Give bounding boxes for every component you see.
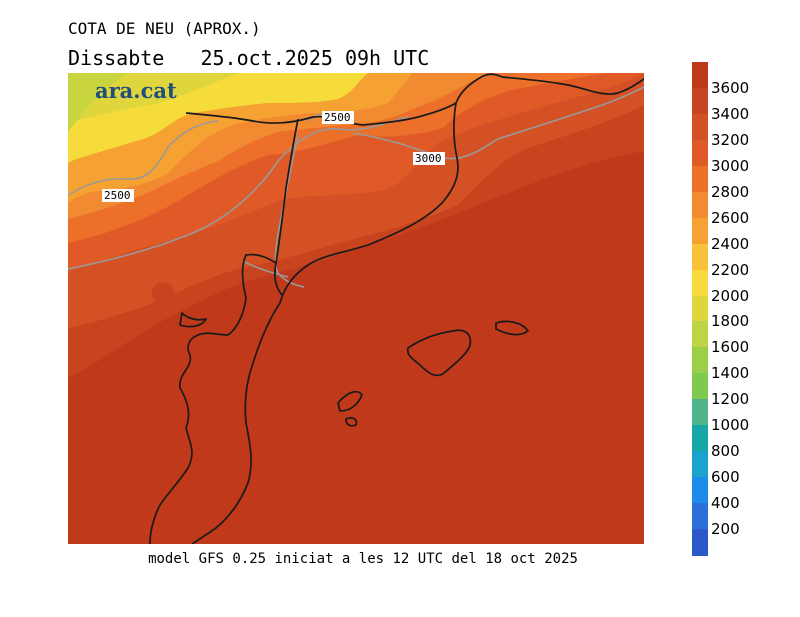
contour-labels: 2500 2500 3000 [102, 111, 445, 202]
legend-swatch [692, 243, 708, 271]
legend-tick-label: 400 [711, 494, 740, 513]
legend-tick-label: 2800 [711, 182, 750, 201]
contour-3000 [352, 86, 644, 160]
contour-label-box [102, 189, 134, 202]
contour-2500 [68, 116, 409, 270]
color-legend [692, 62, 708, 556]
legend-swatch [692, 113, 708, 141]
formentera [345, 416, 358, 427]
mallorca [406, 329, 472, 377]
menorca [495, 320, 530, 336]
band-1800 [68, 73, 128, 131]
legend-swatch [692, 191, 708, 219]
legend-swatch [692, 269, 708, 297]
contour-label-box [413, 152, 445, 165]
legend-tick-label: 1000 [711, 416, 750, 435]
legend-swatch [692, 87, 708, 115]
legend-tick-label: 3400 [711, 104, 750, 123]
pyrenees-border [185, 73, 503, 126]
legend-swatch [692, 139, 708, 167]
french-coast [501, 76, 644, 95]
map-title: COTA DE NEU (APROX.) [68, 19, 261, 38]
legend-swatch [692, 399, 708, 426]
legend-tick-label: 3000 [711, 156, 750, 175]
legend-tick-label: 3600 [711, 78, 750, 97]
legend-swatch [692, 62, 708, 89]
legend-tick-label: 1600 [711, 338, 750, 357]
snow-level-map: 2500 2500 3000 ara.cat [68, 73, 644, 544]
legend-tick-label: 2400 [711, 234, 750, 253]
contour-2500-west [68, 120, 219, 196]
legend-swatch [692, 295, 708, 323]
legend-tick-label: 1800 [711, 312, 750, 331]
legend-swatch [692, 425, 708, 452]
legend-tick-label: 2200 [711, 260, 750, 279]
contour-label-3000: 3000 [415, 152, 442, 165]
ibiza [337, 390, 363, 412]
legend-tick-label: 1200 [711, 390, 750, 409]
legend-swatch [692, 321, 708, 349]
catalan-coast [191, 102, 459, 544]
legend-tick-label: 3200 [711, 130, 750, 149]
contour-label-2500-north: 2500 [324, 111, 351, 124]
legend-tick-label: 2000 [711, 286, 750, 305]
legend-tick-label: 1400 [711, 364, 750, 383]
aracat-logo: ara.cat [95, 78, 177, 103]
legend-swatch [692, 529, 708, 556]
legend-tick-label: 2600 [711, 208, 750, 227]
legend-swatch [692, 373, 708, 400]
legend-swatch [692, 477, 708, 504]
contour-border-2 [242, 260, 289, 278]
legend-tick-label: 800 [711, 442, 740, 461]
contour-label-2500-west: 2500 [104, 189, 131, 202]
coastlines [149, 73, 644, 544]
legend-swatch [692, 165, 708, 193]
valencia-border [149, 332, 229, 544]
balearic-islands [337, 320, 530, 427]
catalonia-aragon-border [273, 118, 299, 296]
legend-swatch [692, 217, 708, 245]
band-3400-spot [152, 282, 174, 304]
aragon-inner-border [227, 253, 277, 336]
legend-tick-label: 600 [711, 468, 740, 487]
legend-swatch [692, 451, 708, 478]
model-credit: model GFS 0.25 iniciat a les 12 UTC del … [148, 551, 578, 567]
map-subtitle: Dissabte 25.oct.2025 09h UTC [68, 46, 430, 70]
contour-label-box [322, 111, 354, 124]
map-canvas: 2500 2500 3000 ara.cat [68, 73, 644, 544]
legend-swatch [692, 347, 708, 374]
legend-swatch [692, 503, 708, 530]
coast-detail [179, 312, 207, 328]
legend-tick-label: 200 [711, 520, 740, 539]
